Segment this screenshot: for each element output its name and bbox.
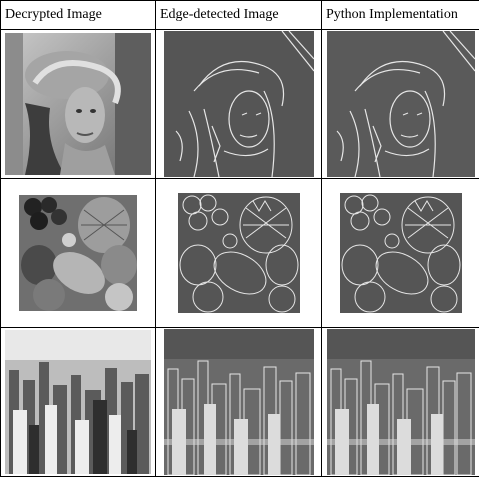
- header-edge-detected: Edge-detected Image: [155, 0, 322, 31]
- cell-city-edge: [155, 327, 322, 477]
- fruits-edge-image: [177, 193, 300, 314]
- header-decrypted: Decrypted Image: [0, 0, 156, 31]
- cell-fruits-decrypted: [0, 178, 156, 329]
- row-lena: [0, 29, 479, 180]
- cell-lena-edge: [155, 29, 322, 180]
- cell-city-python: [321, 327, 479, 477]
- lena-edge-image: [163, 31, 314, 178]
- fruits-python-image: [339, 193, 462, 314]
- city-python-image: [326, 329, 475, 476]
- city-edge-image: [163, 329, 314, 476]
- cell-fruits-python: [321, 178, 479, 329]
- row-city: [0, 327, 479, 477]
- header-row: Decrypted Image Edge-detected Image Pyth…: [0, 0, 479, 31]
- cell-city-decrypted: [0, 327, 156, 477]
- header-python: Python Implementation: [321, 0, 479, 31]
- lena-python-image: [326, 31, 475, 178]
- fruits-decrypted-image: [19, 195, 137, 312]
- lena-decrypted-image: [5, 33, 151, 176]
- cell-fruits-edge: [155, 178, 322, 329]
- cell-lena-decrypted: [0, 29, 156, 180]
- city-decrypted-image: [5, 330, 151, 475]
- cell-lena-python: [321, 29, 479, 180]
- row-fruits: [0, 178, 479, 329]
